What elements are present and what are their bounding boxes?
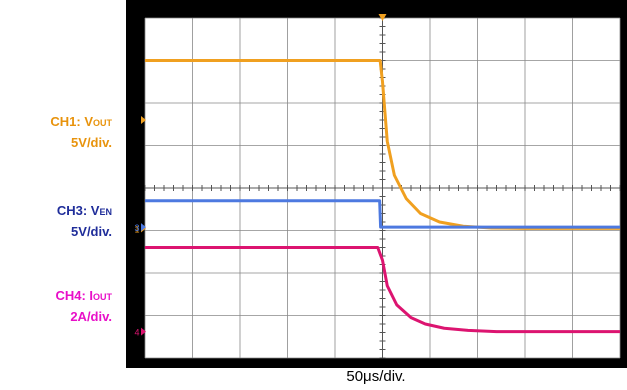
ch4-scale: 2A/div. xyxy=(70,309,112,324)
ch1-ground-label: 1 xyxy=(134,224,139,234)
ch3-scale: 5V/div. xyxy=(71,224,112,239)
ch1-name: CH1: VOUT xyxy=(50,114,112,129)
timebase-label: 50μs/div. xyxy=(346,368,406,385)
ch3-name: CH3: VEN xyxy=(56,203,112,218)
ch1-scale: 5V/div. xyxy=(71,135,112,150)
ch3-ground-label: 3 xyxy=(134,223,139,233)
ch4-ground-label: 4 xyxy=(134,328,139,338)
ch4-waveform xyxy=(145,246,620,334)
ch4-name: CH4: IOUT xyxy=(55,288,112,303)
ch3-ground-marker xyxy=(141,223,146,232)
ch4-ground-marker xyxy=(141,327,146,336)
ch1-label: CH1: VOUT 5V/div. xyxy=(50,112,112,153)
ch3-waveform xyxy=(145,199,620,229)
ch4-label: CH4: IOUT 2A/div. xyxy=(55,286,112,327)
trigger-level-marker xyxy=(141,116,146,124)
ch3-label: CH3: VEN 5V/div. xyxy=(57,201,112,242)
trigger-marker xyxy=(378,14,387,21)
